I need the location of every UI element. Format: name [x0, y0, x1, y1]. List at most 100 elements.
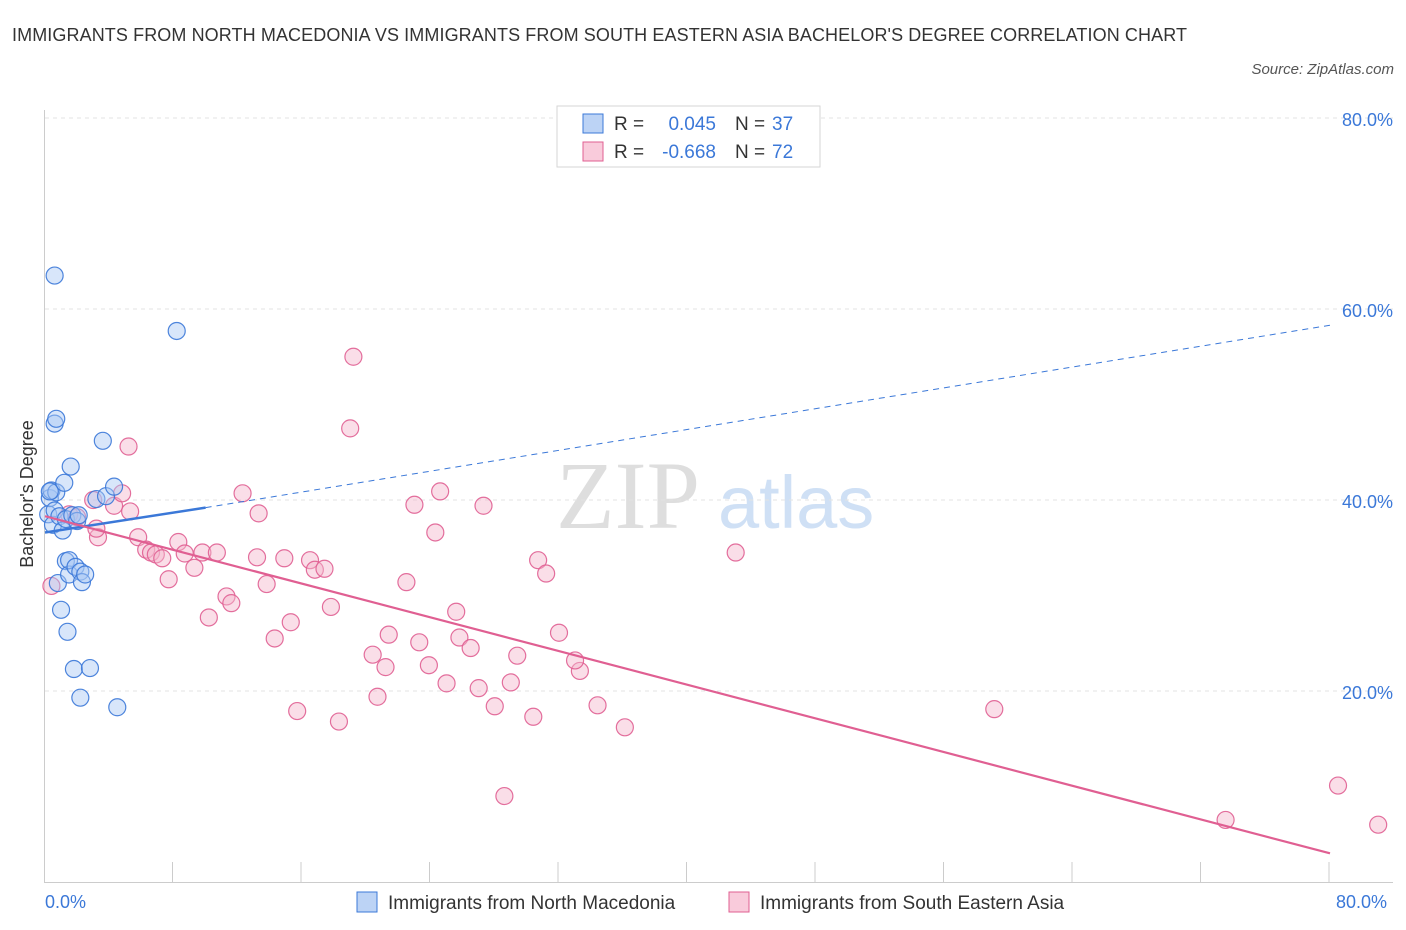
- point-pink-27: [275, 549, 294, 568]
- point-pink-31: [305, 560, 324, 579]
- point-pink-38: [368, 687, 387, 706]
- point-blue-31: [93, 431, 112, 450]
- point-pink-47: [437, 674, 456, 693]
- point-pink-9: [137, 540, 156, 559]
- source-label: Source: ZipAtlas.com: [1251, 61, 1394, 78]
- point-pink-13: [159, 570, 178, 589]
- chart-title: IMMIGRANTS FROM NORTH MACEDONIA VS IMMIG…: [12, 25, 1188, 45]
- point-pink-49: [450, 628, 469, 647]
- legend-n-value-2: 72: [772, 142, 793, 163]
- bottom-legend-label-1: Immigrants from North Macedonia: [388, 893, 676, 914]
- bottom-legend-swatch-blue: [356, 891, 378, 913]
- legend-n-value-1: 37: [772, 114, 793, 135]
- point-blue-26: [71, 688, 90, 707]
- legend-swatch-pink: [582, 141, 604, 162]
- point-blue-29: [80, 658, 100, 678]
- point-pink-56: [508, 646, 527, 665]
- y-tick-label-40: 40.0%: [1342, 492, 1393, 512]
- point-blue-36: [40, 482, 59, 501]
- point-pink-19: [207, 543, 226, 562]
- trend-blue-extension: [205, 324, 1331, 509]
- point-blue-11: [51, 600, 71, 619]
- point-pink-52: [474, 496, 493, 515]
- point-blue-33: [104, 477, 124, 496]
- point-pink-54: [495, 786, 514, 806]
- series-north-macedonia-points: [39, 266, 186, 717]
- bottom-legend-swatch-pink: [728, 891, 750, 913]
- legend-swatch-blue: [582, 113, 604, 134]
- y-tick-labels: 20.0% 40.0% 60.0% 80.0%: [1342, 110, 1393, 703]
- legend-r-label-2: R =: [614, 142, 644, 163]
- point-blue-21: [64, 659, 84, 679]
- point-pink-25: [257, 574, 276, 594]
- point-blue-18: [59, 551, 79, 570]
- point-pink-45: [426, 523, 445, 542]
- y-tick-label-20: 20.0%: [1342, 683, 1393, 703]
- point-pink-65: [726, 543, 745, 562]
- point-pink-64: [615, 718, 634, 737]
- point-pink-68: [1328, 776, 1348, 795]
- point-pink-61: [570, 661, 589, 681]
- point-pink-66: [985, 700, 1004, 719]
- point-pink-57: [524, 707, 543, 726]
- point-blue-5: [45, 266, 64, 285]
- watermark-atlas: atlas: [718, 461, 874, 544]
- point-blue-13: [55, 473, 74, 492]
- point-pink-48: [447, 602, 466, 621]
- point-pink-30: [300, 551, 320, 570]
- point-pink-55: [501, 673, 520, 692]
- point-pink-63: [588, 696, 607, 715]
- point-pink-37: [363, 645, 382, 664]
- watermark-zip: ZIP: [556, 442, 700, 549]
- point-pink-16: [185, 558, 204, 577]
- point-blue-34: [108, 698, 127, 717]
- point-pink-46: [431, 482, 450, 501]
- trend-lines: [44, 324, 1331, 855]
- point-pink-7: [119, 437, 138, 456]
- point-pink-12: [153, 549, 172, 568]
- legend-r-value-1: 0.045: [668, 114, 716, 135]
- point-pink-24: [249, 504, 268, 523]
- legend-r-label-1: R =: [614, 114, 644, 135]
- point-pink-40: [379, 625, 398, 644]
- y-axis-label: Bachelor's Degree: [17, 420, 37, 568]
- point-pink-18: [199, 608, 218, 627]
- point-pink-44: [419, 656, 438, 675]
- point-pink-41: [397, 573, 416, 592]
- point-pink-28: [281, 613, 300, 632]
- point-pink-58: [529, 551, 548, 570]
- point-blue-24: [69, 506, 88, 525]
- point-pink-32: [315, 559, 334, 578]
- point-blue-19: [61, 457, 80, 476]
- point-blue-35: [167, 321, 186, 341]
- bottom-legend-label-2: Immigrants from South Eastern Asia: [760, 893, 1065, 914]
- point-blue-16: [58, 622, 77, 641]
- x-tick-label-max: 80.0%: [1336, 892, 1387, 912]
- series-legend: Immigrants from North Macedonia Immigran…: [356, 891, 1065, 914]
- point-pink-69: [1369, 815, 1388, 834]
- point-pink-23: [247, 548, 267, 567]
- point-pink-42: [405, 495, 424, 514]
- point-pink-22: [233, 484, 252, 503]
- x-ticks: [172, 862, 1330, 882]
- point-pink-35: [341, 419, 360, 438]
- y-gridlines: [45, 117, 1393, 692]
- point-pink-36: [344, 347, 363, 366]
- point-pink-21: [222, 594, 241, 613]
- point-blue-28: [76, 565, 95, 584]
- point-pink-34: [329, 712, 349, 731]
- point-blue-7: [47, 409, 66, 428]
- point-pink-43: [410, 633, 429, 652]
- point-pink-26: [265, 629, 284, 648]
- point-pink-53: [485, 697, 504, 716]
- legend-n-label-1: N =: [735, 114, 765, 135]
- point-pink-60: [549, 623, 569, 642]
- point-pink-51: [469, 679, 488, 698]
- legend-n-label-2: N =: [735, 142, 765, 163]
- point-pink-29: [288, 701, 307, 721]
- point-pink-33: [321, 597, 341, 617]
- series-south-eastern-asia-points: [42, 347, 1388, 834]
- legend-r-value-2: -0.668: [662, 142, 716, 163]
- point-pink-59: [537, 564, 556, 583]
